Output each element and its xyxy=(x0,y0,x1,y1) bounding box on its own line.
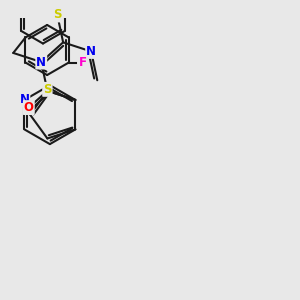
Text: F: F xyxy=(79,56,87,69)
Text: N: N xyxy=(20,93,29,106)
Text: N: N xyxy=(36,56,46,68)
Text: S: S xyxy=(43,83,52,96)
Text: N: N xyxy=(86,45,96,58)
Text: S: S xyxy=(53,8,61,22)
Text: O: O xyxy=(24,101,34,114)
